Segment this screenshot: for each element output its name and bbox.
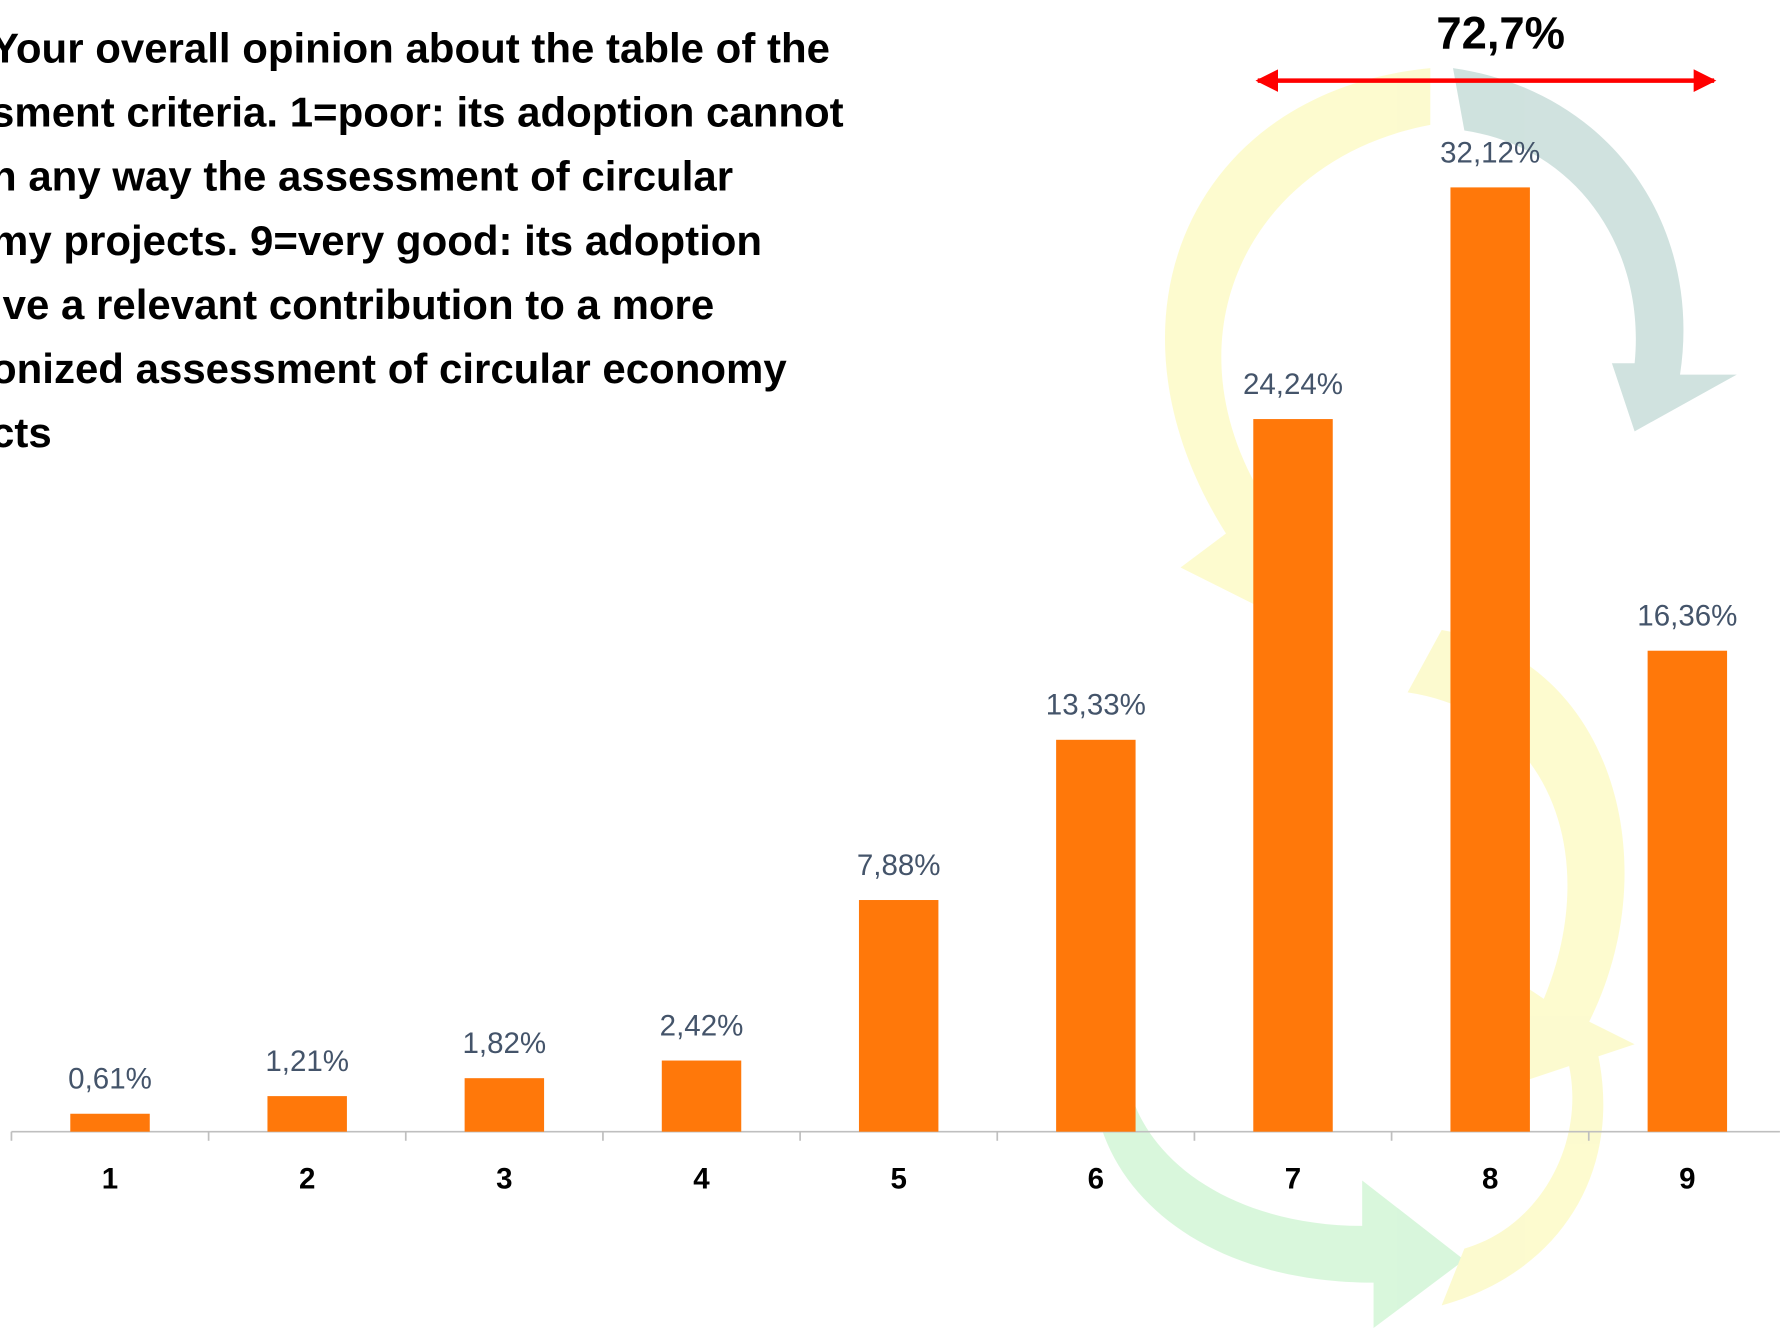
page: {"chart_data": { "type": "bar", "title_l…: [0, 0, 1780, 1336]
bar: [465, 1078, 544, 1132]
title-line: my projects. 9=very good: its adoption: [0, 217, 762, 264]
value-label: 0,61%: [68, 1063, 152, 1096]
x-tick-label: 5: [890, 1162, 906, 1195]
bar: [1450, 187, 1529, 1131]
x-tick-label: 1: [102, 1162, 118, 1195]
bar: [662, 1061, 741, 1132]
x-tick-label: 4: [693, 1162, 710, 1195]
x-tick-label: 6: [1088, 1162, 1104, 1195]
value-label: 32,12%: [1440, 136, 1540, 169]
title-line: Your overall opinion about the table of …: [0, 24, 830, 71]
chart: Your overall opinion about the table of …: [0, 0, 1780, 1336]
value-label: 1,82%: [463, 1027, 547, 1060]
x-tick-label: 3: [496, 1162, 512, 1195]
bar: [1253, 419, 1332, 1132]
annotation: 72,7%: [1436, 7, 1565, 58]
x-tick-label: 8: [1482, 1162, 1498, 1195]
x-tick-label: 2: [299, 1162, 315, 1195]
bar: [859, 900, 938, 1132]
bar: [1648, 651, 1727, 1132]
bar: [70, 1114, 149, 1132]
title-line: sment criteria. 1=poor: its adoption can…: [0, 89, 844, 136]
title-line: ive a relevant contribution to a more: [0, 281, 714, 328]
x-tick-label: 9: [1679, 1162, 1695, 1195]
title: Your overall opinion about the table of …: [0, 24, 844, 456]
value-label: 1,21%: [265, 1045, 349, 1078]
x-tick-label: 7: [1285, 1162, 1301, 1195]
value-label: 7,88%: [857, 849, 941, 882]
title-line: onized assessment of circular economy: [0, 345, 787, 392]
value-label: 24,24%: [1243, 368, 1343, 401]
title-line: cts: [0, 409, 52, 456]
value-label: 16,36%: [1637, 600, 1737, 633]
bar: [267, 1096, 346, 1132]
value-label: 2,42%: [660, 1009, 744, 1042]
title-line: n any way the assessment of circular: [0, 153, 733, 200]
value-label: 13,33%: [1046, 689, 1146, 722]
background-recycle-arrows: [1093, 68, 1737, 1328]
bar: [1056, 740, 1135, 1132]
